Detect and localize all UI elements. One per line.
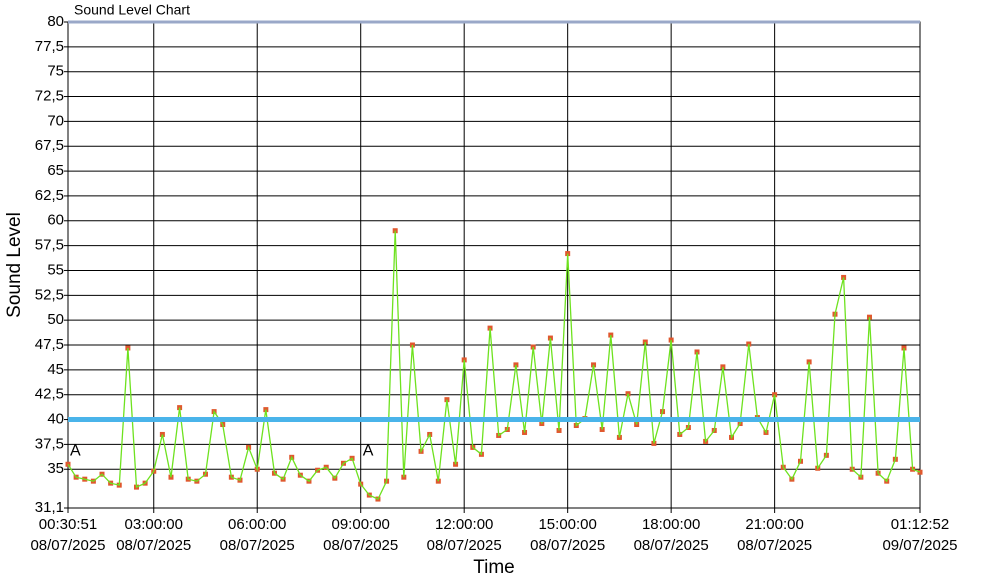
x-tick-label: 09:00:00 xyxy=(332,516,390,533)
x-tick-label: 12:00:00 xyxy=(435,516,493,533)
y-tick-label: 57,5 xyxy=(35,237,64,254)
y-tick-label: 35 xyxy=(47,460,64,477)
y-tick-label: 80 xyxy=(47,13,64,30)
x-tick-label: 01:12:52 xyxy=(891,516,949,533)
series-line xyxy=(67,230,921,500)
plot-area xyxy=(67,21,921,509)
y-tick-label: 62,5 xyxy=(35,187,64,204)
data-point xyxy=(65,461,71,467)
x-tick-label: 08/07/2025 xyxy=(530,537,605,554)
x-tick-label: 08/07/2025 xyxy=(30,537,105,554)
marker-label: A xyxy=(363,443,374,460)
x-tick-label: 21:00:00 xyxy=(745,516,803,533)
y-tick-label: 75 xyxy=(47,63,64,80)
y-tick-label: 37,5 xyxy=(35,435,64,452)
y-tick-label: 42,5 xyxy=(35,386,64,403)
y-tick-label: 70 xyxy=(47,112,64,129)
marker-label: A xyxy=(70,443,81,460)
y-tick-label: 50 xyxy=(47,311,64,328)
y-tick-label: 72,5 xyxy=(35,88,64,105)
x-tick-label: 18:00:00 xyxy=(642,516,700,533)
chart-title: Sound Level Chart xyxy=(74,2,190,18)
x-tick-label: 08/07/2025 xyxy=(427,537,502,554)
y-axis-label: Sound Level xyxy=(4,212,25,318)
x-tick-label: 08/07/2025 xyxy=(323,537,398,554)
y-tick-label: 47,5 xyxy=(35,336,64,353)
data-point xyxy=(917,469,923,475)
y-tick-label: 65 xyxy=(47,162,64,179)
y-tick-label: 31,1 xyxy=(35,499,64,516)
x-tick-label: 03:00:00 xyxy=(125,516,183,533)
y-tick-label: 67,5 xyxy=(35,137,64,154)
y-tick-label: 55 xyxy=(47,261,64,278)
x-tick-label: 09/07/2025 xyxy=(882,537,957,554)
y-tick-label: 60 xyxy=(47,212,64,229)
y-tick-label: 45 xyxy=(47,361,64,378)
x-tick-label: 08/07/2025 xyxy=(220,537,295,554)
x-tick-label: 00:30:51 xyxy=(39,516,97,533)
y-tick-label: 52,5 xyxy=(35,286,64,303)
x-tick-label: 06:00:00 xyxy=(228,516,286,533)
x-tick-label: 08/07/2025 xyxy=(116,537,191,554)
x-tick-label: 08/07/2025 xyxy=(737,537,812,554)
x-tick-label: 08/07/2025 xyxy=(634,537,709,554)
y-tick-label: 40 xyxy=(47,411,64,428)
x-tick-label: 15:00:00 xyxy=(538,516,596,533)
x-axis-label: Time xyxy=(473,557,515,578)
y-tick-label: 77,5 xyxy=(35,38,64,55)
